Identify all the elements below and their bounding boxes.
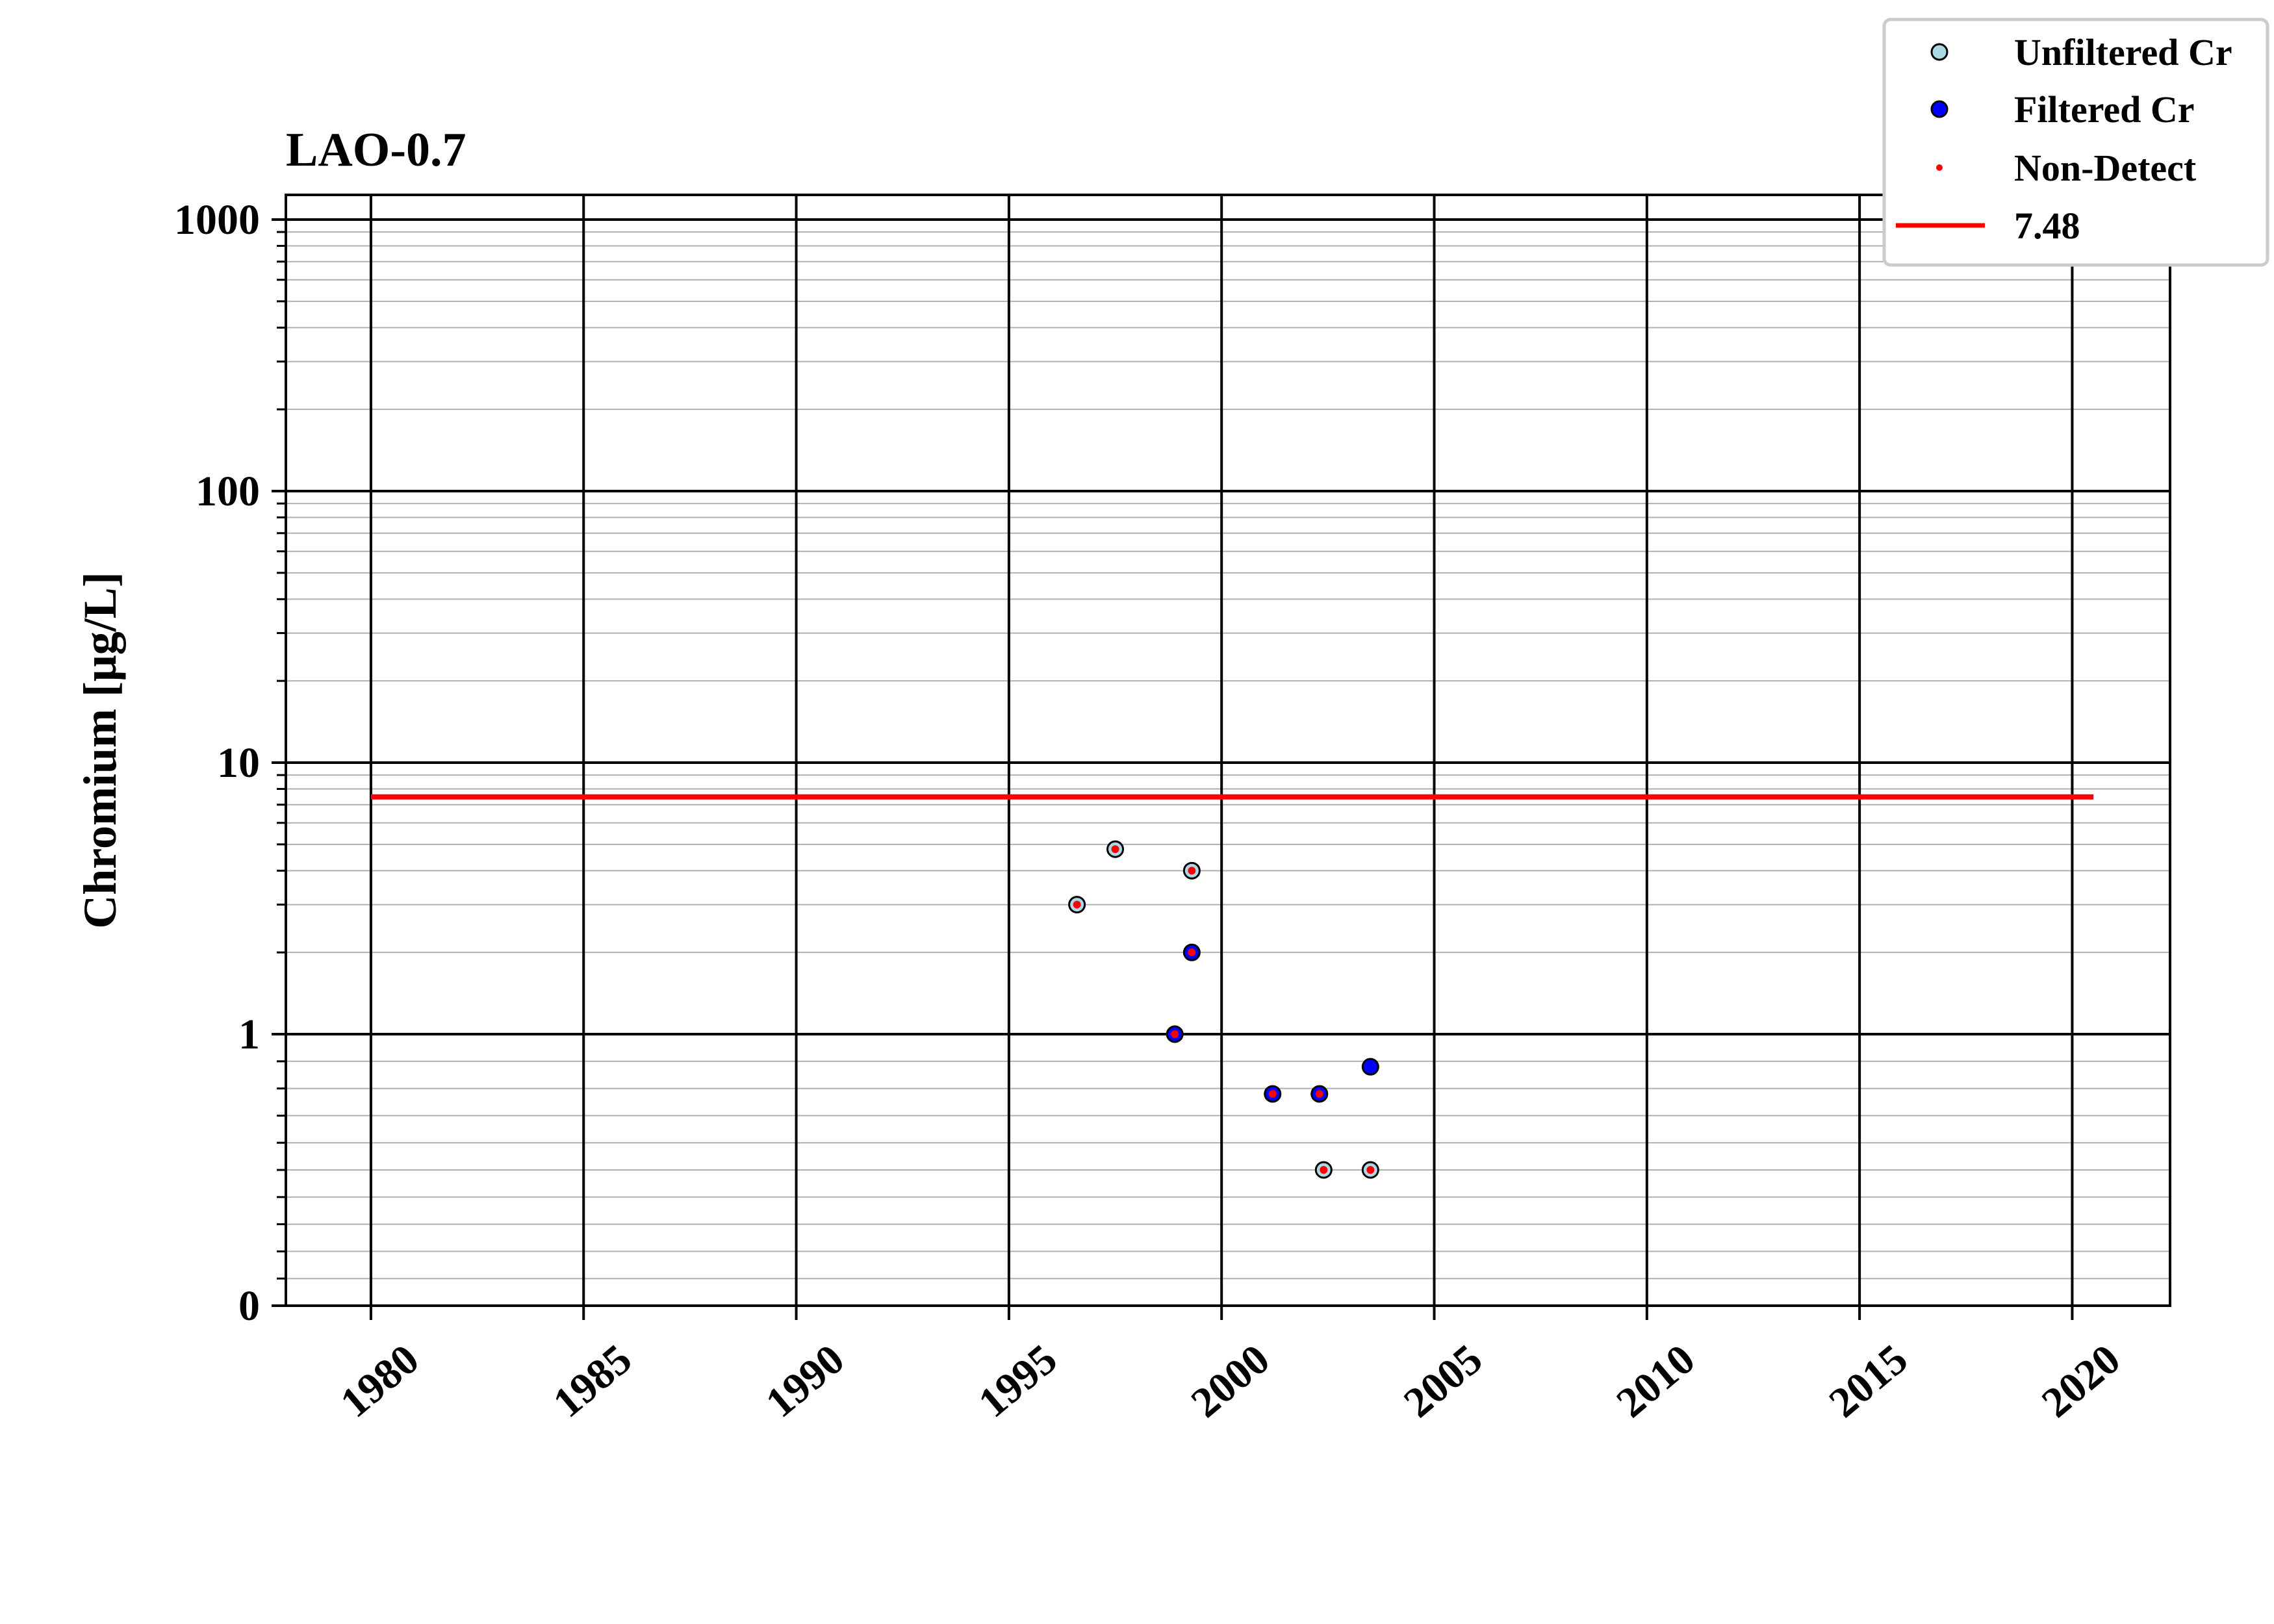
nondetect-marker [1315,1089,1323,1098]
legend-label-unfiltered: Unfiltered Cr [2014,31,2232,73]
chart-title: LAO-0.7 [286,123,466,177]
nondetect-marker [1320,1166,1328,1174]
data-points [1068,840,1379,1179]
y-tick-label: 100 [196,468,260,515]
legend: Unfiltered Cr Filtered Cr Non-Detect 7.4… [1882,18,2269,267]
nondetect-marker [1366,1166,1375,1174]
legend-label-nondetect: Non-Detect [2014,147,2197,189]
nondetect-marker [1171,1030,1179,1038]
legend-label-reference-line: 7.48 [2014,205,2080,247]
nondetect-marker [1111,845,1119,854]
y-tick-label: 0 [238,1282,260,1330]
legend-marker-unfiltered [1930,43,1948,61]
nondetect-marker [1188,948,1196,957]
y-tick-label: 10 [217,739,260,787]
y-tick-label: 1 [238,1011,260,1058]
legend-box [1882,18,2269,267]
legend-marker-nondetect [1936,164,1943,171]
legend-label-filtered: Filtered Cr [2014,88,2195,131]
y-tick-label: 1000 [174,196,260,244]
filtered-point [1361,1058,1379,1076]
y-axis-label: Chromium [μg/L] [74,572,126,929]
minor-gridlines [277,231,2170,1280]
major-gridlines [286,195,2170,1307]
plot-frame [285,194,2171,1307]
nondetect-marker [1188,867,1196,875]
legend-marker-filtered [1930,100,1948,118]
nondetect-marker [1268,1089,1277,1098]
y-axis: 0 1 10 100 1000 [174,196,286,1330]
nondetect-marker [1073,900,1081,909]
